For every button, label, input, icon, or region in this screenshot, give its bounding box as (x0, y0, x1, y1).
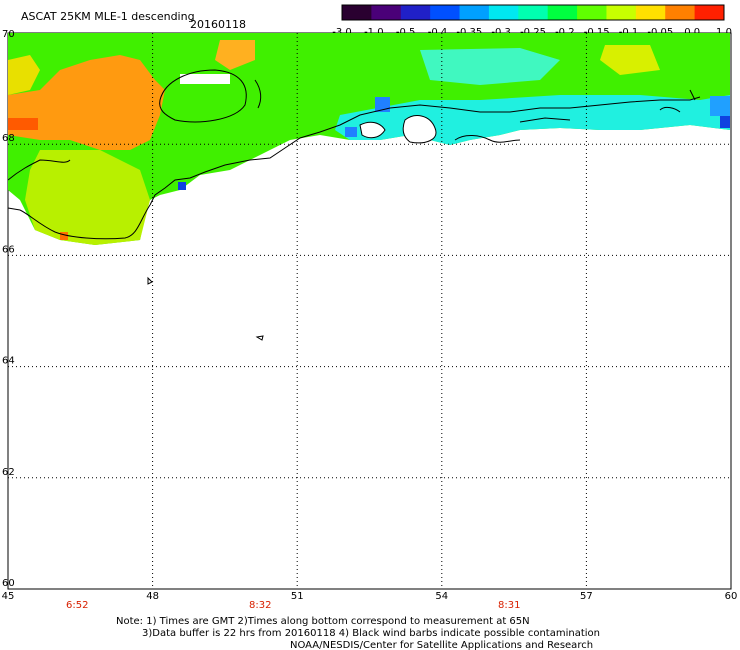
lat-tick-label: 60 (2, 578, 15, 589)
colorbar-segment (371, 5, 402, 20)
coastline-path (689, 89, 696, 101)
colorbar-segment (577, 5, 607, 20)
swath-yellow-lower (25, 150, 150, 245)
colorbar-segment (342, 5, 372, 20)
time-label: 6:52 (66, 600, 88, 611)
colorbar-segment (459, 5, 490, 20)
time-label: 8:32 (249, 600, 271, 611)
note-line-2: 3)Data buffer is 22 hrs from 20160118 4)… (142, 628, 600, 639)
time-label: 8:31 (498, 600, 520, 611)
lon-tick-label: 60 (725, 591, 738, 602)
swath-blue-spot (375, 97, 390, 112)
lat-tick-label: 68 (2, 133, 15, 144)
swath-blue-spot (710, 96, 730, 116)
tick-labels: 45 48 51 54 57 60 70 68 66 64 62 60 (2, 29, 738, 602)
swath-yellow-right (600, 45, 660, 75)
colorbar-segment (665, 5, 696, 20)
swath-orange (8, 55, 165, 150)
coastline-path (659, 106, 681, 113)
lon-tick-label: 51 (291, 591, 304, 602)
lat-tick-label: 64 (2, 356, 15, 367)
swath-blue-spot (178, 182, 186, 190)
note-line-3: NOAA/NESDIS/Center for Satellite Applica… (290, 640, 593, 650)
note-line-1: Note: 1) Times are GMT 2)Times along bot… (116, 616, 530, 627)
lat-tick-label: 70 (2, 29, 15, 40)
colorbar-segment (694, 5, 725, 20)
grid-lines (8, 33, 731, 589)
lon-tick-label: 57 (580, 591, 593, 602)
coastline-path (7, 159, 71, 181)
colorbar-segment (400, 5, 431, 20)
colorbar-segment (606, 5, 637, 20)
colorbar-segment (518, 5, 549, 20)
swath-red-spot (60, 232, 68, 240)
coastline-path (402, 115, 437, 144)
coastline-path (149, 96, 701, 206)
swath-orange-patch (215, 40, 255, 70)
coastline-path (7, 204, 151, 240)
coastline-path (454, 135, 521, 143)
colorbar-segment (430, 5, 461, 20)
swath-no-data (180, 74, 230, 84)
swath-blue-spot (720, 116, 730, 128)
lat-tick-label: 62 (2, 467, 15, 478)
swath-cyan-upper (420, 48, 560, 85)
coastline-path (147, 276, 153, 285)
coastline-path (519, 117, 571, 123)
lat-tick-label: 66 (2, 244, 15, 255)
lon-tick-label: 45 (2, 591, 15, 602)
swath-blue-spot (345, 127, 357, 137)
coastline (7, 69, 701, 341)
coastline-path (255, 335, 264, 341)
swath-yellow-patch (8, 55, 40, 95)
colorbar-segment (547, 5, 578, 20)
coastline-path (359, 121, 386, 139)
swath-red-strip (8, 118, 38, 130)
product-title: ASCAT 25KM MLE-1 descending (21, 10, 195, 23)
lon-tick-label: 54 (435, 591, 448, 602)
colorbar-border (341, 4, 725, 21)
colorbar-segment (488, 5, 519, 20)
product-date: 20160118 (190, 18, 246, 31)
coastline-path (254, 79, 262, 109)
colorbar-segment (635, 5, 666, 20)
lon-tick-label: 48 (146, 591, 159, 602)
coastline-path (159, 69, 247, 123)
